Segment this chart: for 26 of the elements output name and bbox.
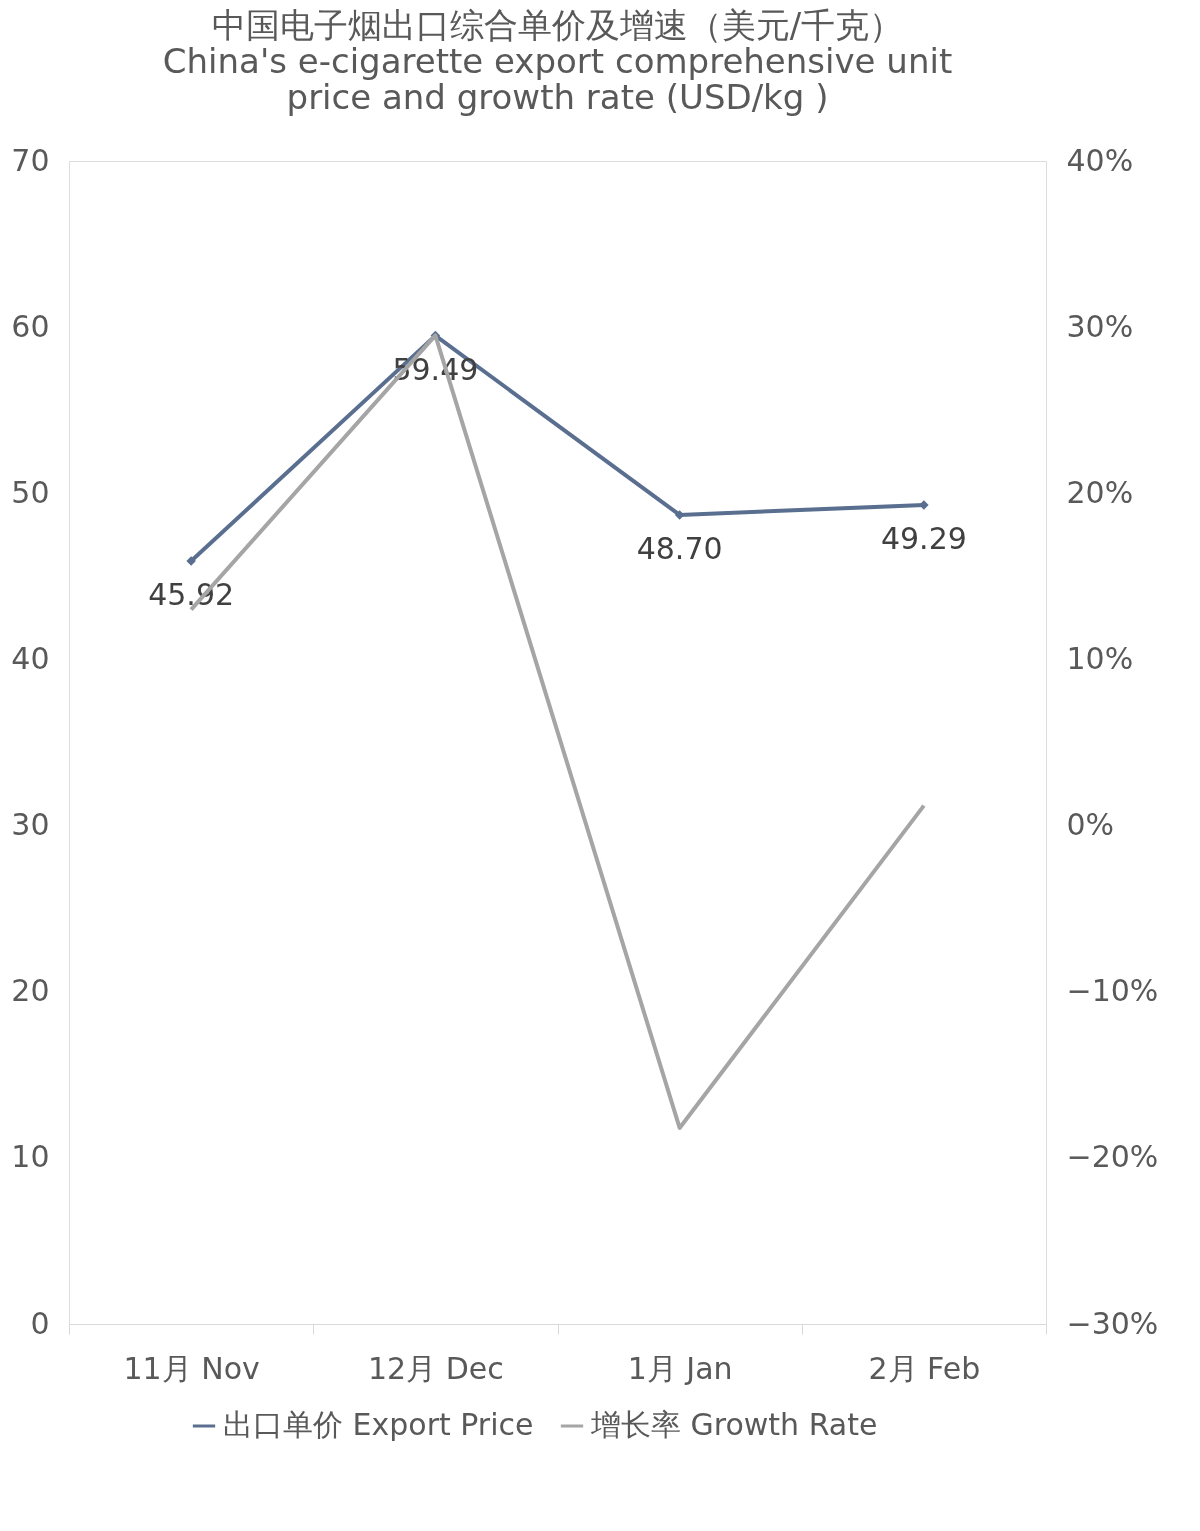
y2-tick-label: 10%: [1066, 640, 1134, 676]
y2-tick-label: 20%: [1066, 474, 1134, 510]
x-tick-label: 2月 Feb: [868, 1350, 981, 1386]
x-tick-label: 1月 Jan: [627, 1350, 733, 1386]
y-tick-label: 50: [11, 474, 50, 510]
chart-title: 中国电子烟出口综合单价及增速（美元/千克） China's e-cigarette export comprehensive unit price and growth rate (USD/kg ): [162, 5, 953, 117]
y2-tick-label: −30%: [1066, 1305, 1159, 1341]
y-tick-label: 60: [11, 308, 50, 344]
y-tick-label: 30: [11, 807, 50, 843]
x-tick-label: 11月 Nov: [123, 1350, 260, 1386]
y2-tick-label: 30%: [1066, 308, 1134, 344]
data-label: 48.70: [636, 530, 723, 566]
y-tick-label: 0: [30, 1305, 50, 1341]
y2-tick-label: −10%: [1066, 973, 1159, 1009]
y-tick-label: 10: [11, 1139, 50, 1175]
y-tick-label: 20: [11, 973, 50, 1009]
x-tick-label: 12月 Dec: [367, 1350, 504, 1386]
y-tick-label: 70: [11, 142, 50, 178]
y-tick-label: 40: [11, 640, 50, 676]
y2-tick-label: 0%: [1066, 807, 1115, 843]
y2-tick-label: −20%: [1066, 1139, 1159, 1175]
data-label: 45.92: [148, 577, 235, 613]
data-label: 49.29: [880, 521, 967, 557]
y2-tick-label: 40%: [1066, 142, 1134, 178]
legend-label: 出口单价 Export Price: [223, 1407, 534, 1442]
legend-label: 增长率 Growth Rate: [590, 1407, 878, 1442]
